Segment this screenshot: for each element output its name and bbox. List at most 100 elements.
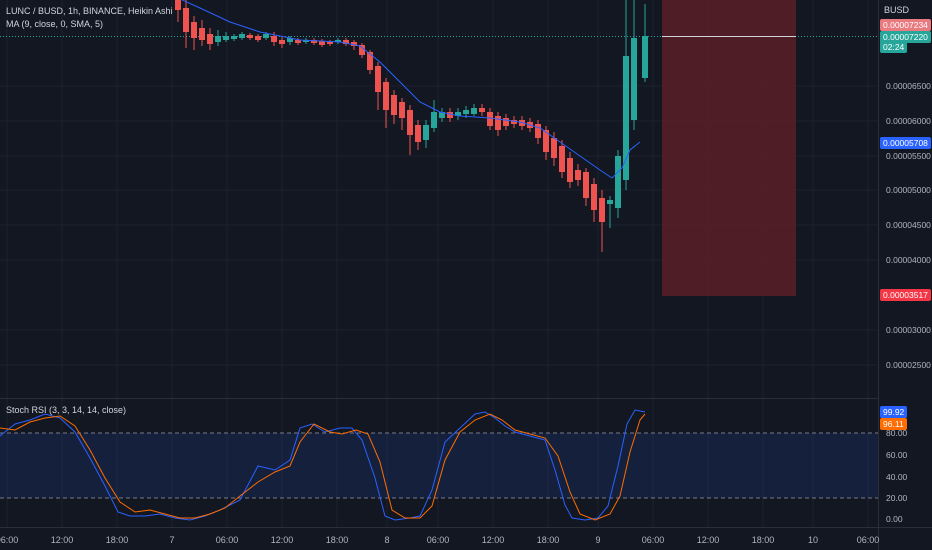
price-tick: 0.00005000	[886, 185, 931, 195]
stoch-k-label: 99.92	[880, 406, 908, 418]
time-tick: 10	[808, 535, 818, 545]
currency-label: BUSD	[884, 5, 910, 15]
candle-body	[295, 40, 301, 43]
candle-body	[535, 124, 541, 138]
time-tick: 06:00	[642, 535, 665, 545]
candle-body	[591, 184, 597, 210]
time-tick: 18:00	[106, 535, 129, 545]
price-tick: 0.00004000	[886, 255, 931, 265]
candle-body	[415, 125, 421, 142]
candle-body	[615, 156, 621, 208]
candle-body	[495, 116, 501, 130]
candle-body	[279, 40, 285, 44]
stoch-tick: 0.00	[886, 514, 903, 524]
moving-average-line	[181, 0, 641, 179]
stoch-k-line	[0, 409, 646, 521]
stoch-d-line	[0, 413, 646, 521]
candle-body	[263, 34, 269, 38]
candle-body	[287, 38, 293, 42]
stoch-tick: 20.00	[886, 493, 908, 503]
candle-body	[583, 172, 589, 198]
time-tick: 9	[595, 535, 600, 545]
time-tick: 12:00	[697, 535, 720, 545]
candle-body	[607, 200, 613, 204]
candle-body	[455, 112, 461, 116]
top-price-label: 0.00007234	[880, 19, 931, 31]
time-tick: 8	[384, 535, 389, 545]
candle-body	[231, 36, 237, 39]
candle-body	[271, 36, 277, 42]
last-price-label: 0.00007220	[880, 31, 931, 43]
ma-legend[interactable]: MA (9, close, 0, SMA, 5)	[6, 19, 104, 29]
candle-body	[567, 158, 573, 182]
candle-body	[343, 40, 349, 44]
candle-body	[399, 102, 405, 118]
candle-body	[375, 66, 381, 92]
stoch-tick: 80.00	[886, 428, 908, 438]
time-tick: 7	[169, 535, 174, 545]
time-tick: 06:00	[0, 535, 18, 545]
price-tick: 0.00005500	[886, 151, 931, 161]
countdown-label: 02:24	[880, 41, 908, 53]
candle-body	[599, 198, 605, 222]
candle-body	[303, 40, 309, 42]
time-tick: 18:00	[752, 535, 775, 545]
time-tick: 06:00	[427, 535, 450, 545]
price-tick: 0.00002500	[886, 360, 931, 370]
candle-body	[383, 82, 389, 110]
candle-body	[543, 130, 549, 152]
time-tick: 18:00	[326, 535, 349, 545]
price-tick: 0.00004500	[886, 220, 931, 230]
candle-body	[239, 34, 245, 38]
candle-body	[207, 34, 213, 44]
candle-body	[183, 8, 189, 32]
stoch-tick: 60.00	[886, 450, 908, 460]
candle-body	[335, 40, 341, 42]
candle-body	[487, 112, 493, 126]
candle-body	[359, 45, 365, 55]
candle-body	[247, 35, 253, 38]
candle-body	[575, 170, 581, 180]
candle-body	[479, 108, 485, 112]
time-tick: 12:00	[51, 535, 74, 545]
candle-body	[631, 38, 637, 120]
candle-body	[447, 112, 453, 118]
candle-body	[215, 36, 221, 42]
ma-price-label: 0.00005708	[880, 137, 931, 149]
stop-price-label: 0.00003517	[880, 289, 931, 301]
candle-body	[559, 146, 565, 172]
candle-body	[423, 125, 429, 140]
time-tick: 12:00	[271, 535, 294, 545]
symbol-legend[interactable]: LUNC / BUSD, 1h, BINANCE, Heikin Ashi	[6, 6, 173, 16]
time-tick: 06:00	[216, 535, 239, 545]
price-tick: 0.00006000	[886, 116, 931, 126]
candle-body	[503, 118, 509, 126]
candle-body	[463, 110, 469, 114]
candle-body	[191, 22, 197, 38]
candle-body	[511, 120, 517, 124]
stoch-legend[interactable]: Stoch RSI (3, 3, 14, 14, close)	[6, 405, 127, 415]
candle-body	[623, 56, 629, 180]
stoch-d-label: 96.11	[880, 418, 907, 430]
candle-body	[223, 36, 229, 40]
candle-body	[327, 42, 333, 44]
candle-body	[391, 95, 397, 115]
candle-body	[407, 110, 413, 135]
time-axis[interactable]: 06:00 12:00 18:00 7 06:00 12:00 18:00 8 06:00 12:…	[0, 535, 879, 545]
time-tick: 18:00	[537, 535, 560, 545]
candle-body	[367, 52, 373, 70]
price-tick: 0.00003000	[886, 325, 931, 335]
heikin-ashi-candles	[175, 0, 648, 252]
short-position-zone[interactable]	[662, 0, 796, 296]
stoch-tick: 40.00	[886, 472, 908, 482]
candle-body	[431, 112, 437, 128]
time-tick: 06:00	[857, 535, 880, 545]
price-axis[interactable]: 0.00006500 0.00006000 0.00005500 0.00005000…	[886, 81, 931, 524]
candle-body	[175, 0, 181, 10]
candle-body	[311, 40, 317, 43]
candle-body	[551, 138, 557, 158]
price-tick: 0.00006500	[886, 81, 931, 91]
candle-body	[471, 108, 477, 114]
candle-body	[642, 36, 648, 78]
